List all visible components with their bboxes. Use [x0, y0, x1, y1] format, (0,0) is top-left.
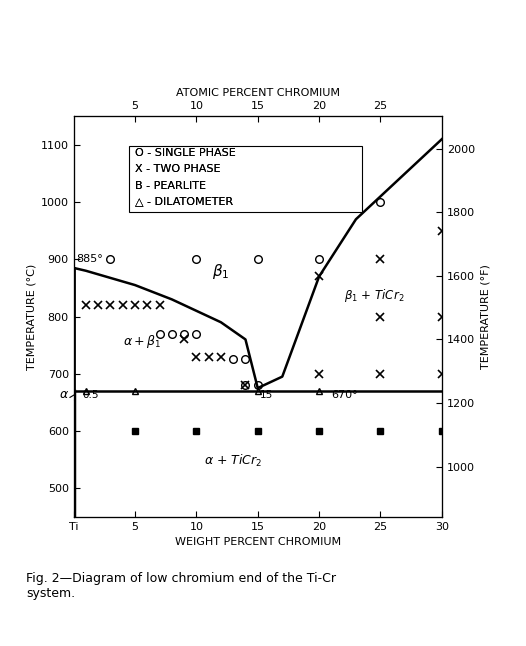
Text: $\beta_1$: $\beta_1$: [212, 262, 230, 282]
Text: $\beta_1$ + TiCr$_2$: $\beta_1$ + TiCr$_2$: [343, 287, 404, 304]
Text: B - PEARLITE: B - PEARLITE: [135, 180, 206, 191]
Text: $\alpha$: $\alpha$: [59, 388, 69, 401]
Text: $\alpha + \beta_1$: $\alpha + \beta_1$: [123, 333, 161, 350]
Text: 670°: 670°: [331, 390, 358, 401]
Text: 0.5: 0.5: [82, 390, 99, 401]
Text: O - SINGLE PHASE: O - SINGLE PHASE: [135, 149, 236, 158]
Text: 885°: 885°: [76, 254, 103, 264]
Text: △ - DILATOMETER: △ - DILATOMETER: [135, 196, 233, 207]
Text: X - TWO PHASE: X - TWO PHASE: [135, 165, 220, 174]
X-axis label: ATOMIC PERCENT CHROMIUM: ATOMIC PERCENT CHROMIUM: [176, 88, 340, 98]
Text: X - TWO PHASE: X - TWO PHASE: [135, 165, 220, 174]
X-axis label: WEIGHT PERCENT CHROMIUM: WEIGHT PERCENT CHROMIUM: [175, 537, 341, 547]
Text: $\alpha$ + TiCr$_2$: $\alpha$ + TiCr$_2$: [204, 453, 262, 470]
Y-axis label: TEMPERATURE (°C): TEMPERATURE (°C): [27, 264, 37, 370]
FancyBboxPatch shape: [129, 146, 362, 213]
Text: 15: 15: [260, 390, 274, 401]
Text: Fig. 2—Diagram of low chromium end of the Ti-Cr
system.: Fig. 2—Diagram of low chromium end of th…: [26, 572, 336, 599]
Text: B - PEARLITE: B - PEARLITE: [135, 180, 206, 191]
Text: △ - DILATOMETER: △ - DILATOMETER: [135, 196, 233, 207]
Text: O - SINGLE PHASE: O - SINGLE PHASE: [135, 149, 236, 158]
Y-axis label: TEMPERATURE (°F): TEMPERATURE (°F): [480, 264, 490, 369]
